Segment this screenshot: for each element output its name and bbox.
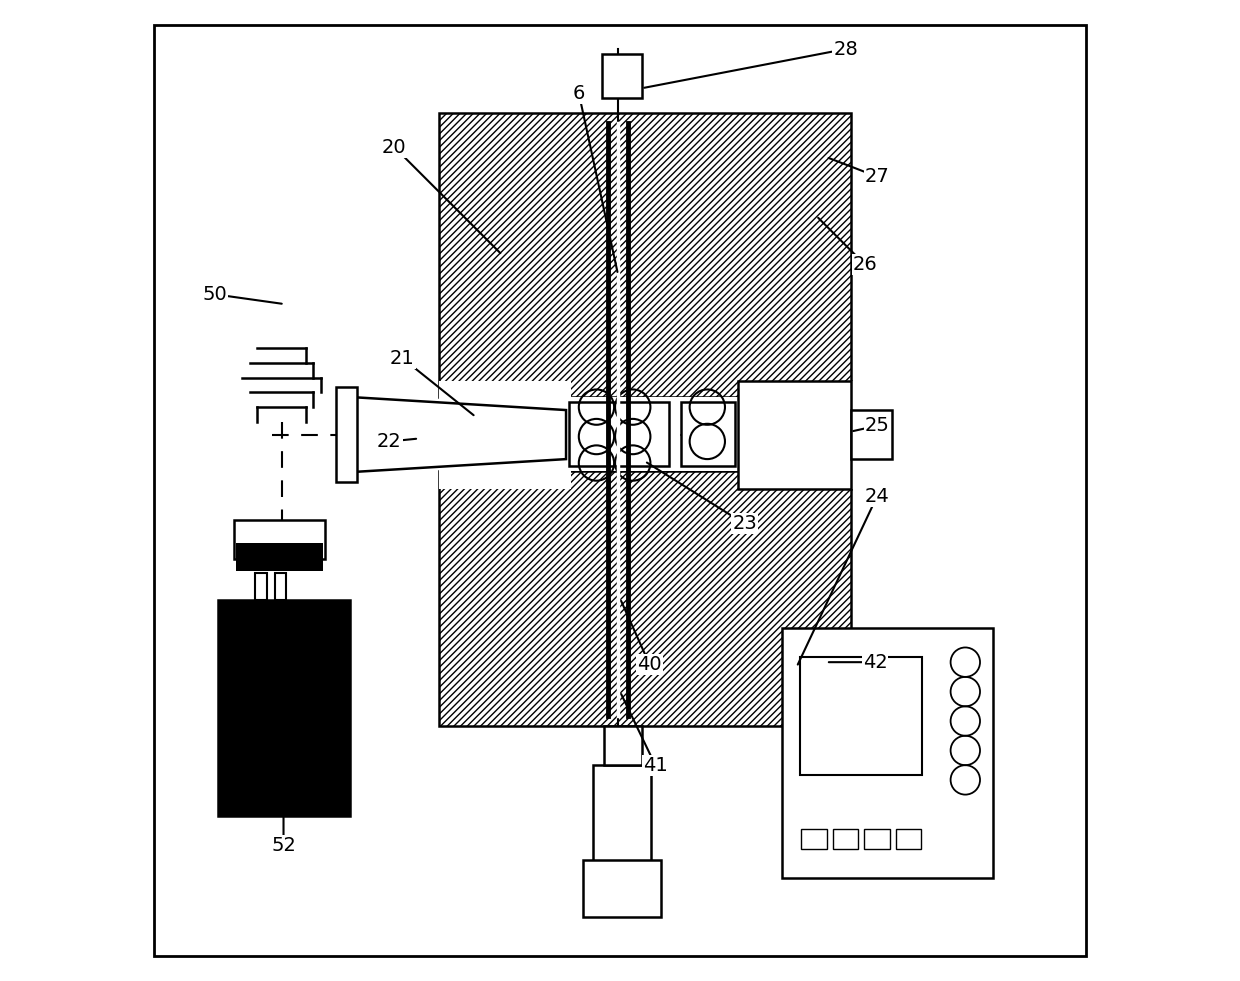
Text: 40: 40 — [637, 654, 662, 674]
Bar — [439, 113, 851, 397]
Bar — [604, 726, 641, 765]
Text: 20: 20 — [382, 137, 407, 157]
Bar — [593, 765, 651, 863]
Bar — [449, 397, 841, 471]
Bar — [738, 381, 914, 489]
Bar — [336, 387, 357, 482]
Bar — [833, 829, 858, 849]
Bar — [237, 543, 322, 571]
Bar — [275, 573, 286, 600]
Bar — [782, 628, 993, 878]
Text: 24: 24 — [864, 487, 889, 506]
Polygon shape — [355, 397, 565, 472]
Text: 6: 6 — [573, 83, 585, 103]
Text: 52: 52 — [272, 836, 296, 855]
Text: 28: 28 — [833, 39, 858, 59]
Bar — [255, 573, 267, 600]
Bar — [569, 402, 670, 466]
Bar — [738, 381, 851, 489]
Bar — [603, 54, 641, 98]
Bar — [864, 829, 890, 849]
Text: 42: 42 — [863, 652, 888, 672]
Bar — [439, 471, 851, 726]
Bar — [895, 829, 921, 849]
Bar — [583, 860, 661, 917]
Text: 50: 50 — [202, 284, 227, 304]
Text: 27: 27 — [864, 167, 889, 186]
Text: 23: 23 — [732, 514, 756, 534]
Bar — [439, 381, 570, 489]
Text: 21: 21 — [389, 348, 414, 368]
Bar — [851, 410, 892, 459]
Text: 25: 25 — [864, 416, 889, 436]
Text: 22: 22 — [377, 432, 402, 451]
Bar — [801, 829, 827, 849]
Bar — [681, 402, 735, 466]
Bar — [218, 600, 350, 816]
Text: 26: 26 — [853, 255, 878, 275]
Bar — [800, 657, 921, 775]
Bar — [234, 520, 325, 559]
Text: 41: 41 — [644, 755, 667, 775]
